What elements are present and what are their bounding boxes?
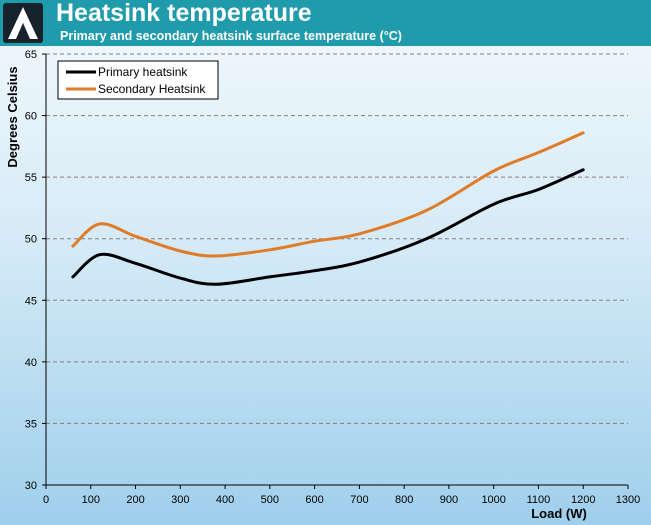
y-axis-label: Degrees Celsius [5, 66, 20, 167]
x-tick-label: 1000 [481, 494, 505, 506]
x-tick-label: 800 [395, 494, 413, 506]
x-tick-label: 1300 [616, 494, 640, 506]
x-tick-label: 600 [305, 494, 323, 506]
x-tick-label: 200 [126, 494, 144, 506]
x-tick-label: 500 [261, 494, 279, 506]
series-lines [71, 131, 585, 286]
series-line-secondary [71, 131, 585, 258]
legend-label-primary: Primary heatsink [98, 65, 188, 79]
y-tick-label: 65 [25, 49, 37, 61]
x-tick-label: 100 [82, 494, 100, 506]
axes [42, 53, 629, 489]
y-tick-label: 40 [25, 357, 37, 369]
x-tick-label: 1100 [527, 494, 551, 506]
logo [3, 3, 43, 43]
y-tick-label: 60 [25, 111, 37, 123]
header-bar: Heatsink temperature Primary and seconda… [0, 0, 651, 46]
y-tick-label: 50 [25, 234, 37, 246]
x-tick-label: 400 [216, 494, 234, 506]
y-tick-label: 55 [25, 172, 37, 184]
tick-labels: 30 35 40 45 50 55 60 65 0 100 200 300 400 500 600 700 80… [25, 49, 640, 506]
logo-icon [8, 7, 38, 39]
y-tick-label: 45 [25, 295, 37, 307]
x-tick-label: 300 [171, 494, 189, 506]
x-tick-label: 1200 [571, 494, 595, 506]
legend-box [57, 60, 219, 100]
y-tick-label: 30 [25, 480, 37, 492]
chart-subtitle: Primary and secondary heatsink surface t… [60, 29, 402, 43]
x-tick-label: 700 [350, 494, 368, 506]
y-tick-label: 35 [25, 418, 37, 430]
x-tick-label: 0 [43, 494, 49, 506]
legend: Primary heatsink Secondary Heatsink [57, 60, 219, 100]
x-axis-label: Load (W) [531, 506, 587, 521]
series-line-primary [71, 168, 585, 286]
x-tick-label: 900 [440, 494, 458, 506]
chart-title: Heatsink temperature [56, 0, 312, 27]
legend-label-secondary: Secondary Heatsink [98, 82, 206, 96]
